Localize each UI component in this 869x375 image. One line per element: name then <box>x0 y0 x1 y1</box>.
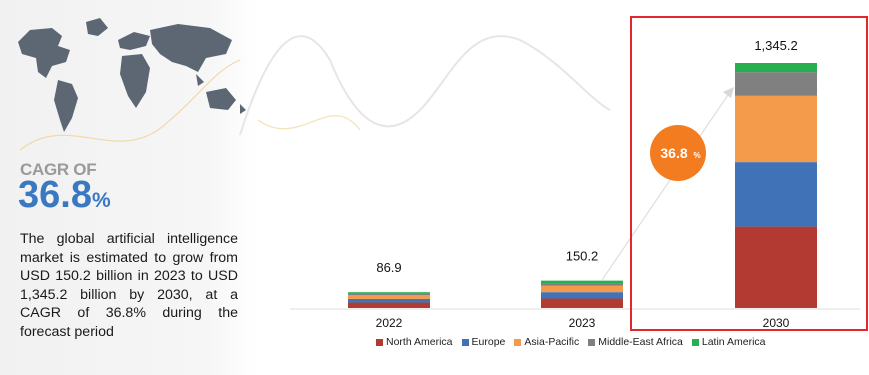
bar-segment-2023-middle-east-africa <box>541 283 623 286</box>
legend-swatch <box>376 338 383 346</box>
cagr-unit: % <box>91 189 111 212</box>
bar-segment-2023-latin-america <box>541 280 623 284</box>
bar-segment-2030-asia-pacific <box>735 95 817 163</box>
total-labels-group: 86.9 150.2 1,345.2 <box>376 38 797 275</box>
legend-swatch <box>461 338 469 346</box>
cagr-badge: 36.8 % <box>650 125 706 181</box>
bar-segment-2030-latin-america <box>735 63 817 73</box>
category-label-2023: 2023 <box>569 316 596 330</box>
bar-segment-2030-middle-east-africa <box>735 72 817 96</box>
legend-label: Asia-Pacific <box>524 336 580 348</box>
cagr-label: CAGR OF <box>20 160 97 179</box>
category-label-2022: 2022 <box>376 316 403 330</box>
bar-segment-2022-middle-east-africa <box>348 293 430 296</box>
summary-panel: CAGR OF 36.8% The global artificial inte… <box>0 0 258 375</box>
total-label-2022: 86.9 <box>376 260 401 275</box>
legend-item-asia-pacific: Asia-Pacific <box>514 336 579 348</box>
bar-segment-2022-asia-pacific <box>348 295 430 299</box>
bar-segment-2022-europe <box>348 298 430 303</box>
decorative-curve <box>239 35 611 136</box>
legend-label: Latin America <box>701 336 766 348</box>
legend-label: Middle-East Africa <box>598 336 683 348</box>
total-label-2023: 150.2 <box>566 249 599 264</box>
bar-segment-2023-europe <box>541 292 623 299</box>
bar-segment-2022-latin-america <box>348 292 430 294</box>
legend-label: Europe <box>471 336 506 348</box>
category-labels-group: 2022 2023 2030 <box>376 316 790 330</box>
bar-segment-2022-north-america <box>348 302 430 308</box>
growth-arrow-head <box>723 87 734 98</box>
legend-label: North America <box>386 336 453 348</box>
category-label-2030: 2030 <box>763 316 790 330</box>
market-description: The global artificial intelligence marke… <box>20 231 238 340</box>
cagr-number: 36.8 <box>18 174 92 216</box>
bar-segment-2030-north-america <box>735 226 817 308</box>
cagr-badge-circle <box>650 125 706 181</box>
chart-legend: North America Europe Asia-Pacific Middle-Ea… <box>376 336 766 348</box>
legend-swatch <box>588 338 596 346</box>
legend-item-latin-america: Latin America <box>691 336 766 348</box>
decorative-curve-gold <box>257 115 361 131</box>
bar-segment-2030-europe <box>735 162 817 227</box>
legend-item-middle-east-africa: Middle-East Africa <box>588 336 683 348</box>
bar-segment-2023-asia-pacific <box>541 285 623 293</box>
bars-group <box>348 63 817 308</box>
world-map-icon <box>18 18 246 151</box>
bar-segment-2023-north-america <box>541 298 623 308</box>
cagr-badge-number: 36.8 <box>660 145 687 161</box>
legend-item-north-america: North America <box>376 336 453 348</box>
growth-arrow-line <box>601 91 731 281</box>
total-label-2030: 1,345.2 <box>754 38 797 53</box>
highlight-box-2030 <box>630 16 868 331</box>
legend-item-europe: Europe <box>461 336 506 348</box>
cagr-value: 36.8% <box>18 176 111 214</box>
cagr-badge-unit: % <box>693 151 700 160</box>
legend-swatch <box>691 338 699 346</box>
legend-swatch <box>514 338 522 346</box>
